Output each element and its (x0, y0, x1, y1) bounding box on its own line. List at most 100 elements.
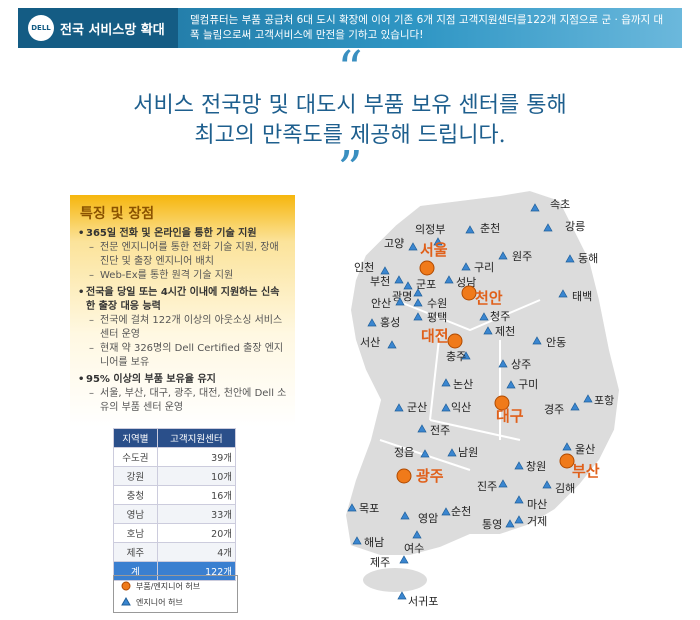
feature-sub: 전국에 걸쳐 122개 이상의 아웃소싱 서비스 센터 운영 (89, 314, 287, 342)
feature-subs: 전문 엔지니어를 통한 전화 기술 지원, 장애 진단 및 출장 엔지니어 배치… (86, 241, 287, 283)
engineer-marker (433, 237, 443, 246)
hub-label: 천안 (475, 289, 503, 307)
feature-sub: Web-Ex를 통한 원격 기술 지원 (89, 269, 287, 283)
engineer-marker (444, 275, 454, 284)
header-description: 델컴퓨터는 부품 공급처 6대 도시 확장에 이어 기존 6개 지점 고객지원센… (190, 14, 664, 41)
legend-engineer-icon (121, 596, 131, 606)
feature-sub: 현재 약 326명의 Dell Certified 출장 엔지니어를 보유 (89, 342, 287, 370)
table-cell: 20개 (156, 523, 237, 543)
korea-map (343, 188, 622, 557)
engineer-marker (347, 503, 357, 512)
table-cell: 10개 (156, 466, 237, 486)
engineer-marker (394, 403, 404, 412)
engineer-marker (506, 380, 516, 389)
city-label: 속초 (550, 198, 570, 211)
city-label: 순천 (451, 504, 471, 518)
logo: DELL (28, 15, 54, 41)
province-border (379, 299, 541, 471)
engineer-marker (532, 336, 542, 345)
city-label: 논산 (453, 378, 473, 391)
legend-engineer: 엔지니어 허브 (136, 598, 183, 607)
city-label: 인천 (354, 260, 374, 274)
city-label: 수원 (427, 297, 447, 310)
city-label: 상주 (511, 358, 531, 371)
engineer-marker (399, 555, 409, 564)
feature-sub: 서울, 부산, 대구, 광주, 대전, 천안에 Dell 소유의 부품 센터 운… (89, 387, 287, 415)
hub-label: 부산 (572, 462, 600, 480)
hub-label: 광주 (416, 467, 444, 485)
table-header-cell: 고객지원센터 (156, 428, 237, 448)
engineer-marker (498, 251, 508, 260)
table-row: 강원 10개 (113, 466, 237, 486)
engineer-marker (417, 424, 427, 433)
header-title: 전국 서비스망 확대 (60, 23, 165, 38)
jeju-island (363, 568, 427, 592)
feature-subs: 전국에 걸쳐 122개 이상의 아웃소싱 서비스 센터 운영현재 약 326명의… (86, 314, 287, 370)
engineer-marker (441, 507, 451, 516)
city-label: 제천 (495, 324, 515, 338)
feature-sub: 전문 엔지니어를 통한 전화 기술 지원, 장애 진단 및 출장 엔지니어 배치 (89, 241, 287, 269)
quote-line: 서비스 전국망 및 대도시 부품 보유 센터를 통해 (133, 93, 567, 118)
feature-text: 365일 전화 및 온라인을 통한 기술 지원 (86, 228, 257, 239)
city-label: 성남 (456, 276, 476, 289)
city-label: 영암 (418, 512, 438, 525)
engineer-marker (498, 359, 508, 368)
engineer-marker (403, 281, 413, 290)
engineer-marker (441, 378, 451, 387)
city-label: 거제 (527, 515, 547, 528)
hub-marker (494, 395, 510, 411)
table-cell: 강원 (113, 466, 158, 486)
table-cell: 제주 (113, 542, 158, 562)
table-cell: 충청 (113, 485, 158, 505)
hub-marker (461, 285, 477, 301)
city-label: 마산 (527, 498, 547, 511)
city-label: 김해 (555, 481, 575, 495)
engineer-marker (400, 511, 410, 520)
region-table: 지역별 고객지원센터 수도권 39개 강원 10개 충청 16개 영남 33개 호남 20개 제주 4개 계… (113, 428, 237, 581)
table-row: 영남 33개 (113, 504, 237, 524)
engineer-marker (394, 275, 404, 284)
table-cell: 39개 (156, 447, 237, 467)
feature-item: 365일 전화 및 온라인을 통한 기술 지원전문 엔지니어를 통한 전화 기술… (78, 227, 287, 283)
features-list: 365일 전화 및 온라인을 통한 기술 지원전문 엔지니어를 통한 전화 기술… (70, 227, 295, 415)
engineer-marker (413, 312, 423, 321)
engineer-marker (562, 442, 572, 451)
engineer-marker (352, 536, 362, 545)
quote-mark: ” (337, 140, 363, 198)
engineer-marker (408, 242, 418, 251)
city-label: 부천 (370, 274, 390, 288)
city-label: 청주 (490, 310, 510, 323)
engineer-marker (530, 203, 540, 212)
legend: 부품/엔지니어 허브 엔지니어 허브 (113, 575, 238, 613)
engineer-marker (380, 266, 390, 275)
table-header-row: 지역별 고객지원센터 (113, 428, 237, 448)
city-label: 의정부 (415, 223, 445, 236)
features-title: 특징 및 장점 (80, 206, 155, 222)
city-label: 제주 (370, 556, 390, 569)
engineer-marker (465, 225, 475, 234)
table-cell: 영남 (113, 504, 158, 524)
engineer-marker (558, 289, 568, 298)
city-label: 고양 (384, 237, 404, 250)
engineer-marker (498, 479, 508, 488)
features-box: 특징 및 장점 365일 전화 및 온라인을 통한 기술 지원전문 엔지니어를 … (70, 195, 295, 427)
engineer-marker (543, 223, 553, 232)
city-label: 동해 (578, 251, 598, 265)
table-header-cell: 지역별 (113, 428, 158, 448)
city-label: 구미 (518, 378, 538, 391)
engineer-marker (420, 449, 430, 458)
table-cell: 4개 (156, 542, 237, 562)
header-bar: DELL 전국 서비스망 확대 델컴퓨터는 부품 공급처 6대 도시 확장에 이… (18, 8, 682, 48)
city-label: 안동 (546, 336, 566, 349)
feature-subs: 서울, 부산, 대구, 광주, 대전, 천안에 Dell 소유의 부품 센터 운… (86, 387, 287, 415)
engineer-marker (461, 262, 471, 271)
city-label: 울산 (575, 443, 595, 456)
hub-marker (396, 468, 412, 484)
hub-label: 서울 (420, 241, 448, 259)
city-label: 여수 (404, 542, 424, 555)
feature-item: 95% 이상의 부품 보유율 유지서울, 부산, 대구, 광주, 대전, 천안에… (78, 373, 287, 415)
city-label: 광명 (392, 290, 412, 303)
city-label: 창원 (526, 460, 546, 473)
